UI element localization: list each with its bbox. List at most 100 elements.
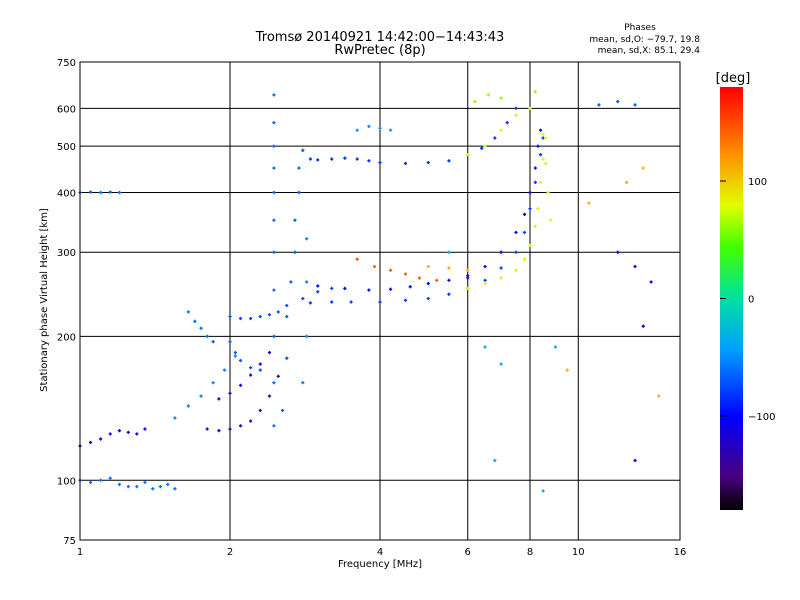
- data-point: [657, 394, 661, 398]
- data-point: [587, 201, 591, 205]
- data-point: [217, 429, 221, 433]
- colorbar-tick-label: 0: [748, 295, 754, 306]
- data-point: [228, 340, 232, 344]
- data-point: [267, 313, 272, 317]
- data-point: [258, 362, 262, 366]
- x-axis-label: Frequency [MHz]: [338, 559, 422, 570]
- data-point: [483, 278, 487, 282]
- data-point: [522, 212, 527, 216]
- data-point: [378, 126, 382, 130]
- data-point: [272, 144, 276, 148]
- data-point: [305, 280, 309, 284]
- data-point: [528, 207, 532, 211]
- data-point: [541, 489, 545, 493]
- colorbar-ticks: 100 0 −100: [720, 177, 775, 423]
- data-point: [88, 480, 93, 484]
- data-point: [447, 159, 451, 163]
- data-point: [301, 296, 305, 301]
- data-point: [649, 280, 653, 284]
- data-point: [499, 128, 503, 132]
- data-point: [249, 366, 253, 370]
- data-point: [301, 148, 305, 152]
- data-point: [426, 281, 430, 286]
- data-point: [403, 298, 408, 302]
- y-axis-label: Stationary phase Virtual Height [km]: [39, 208, 50, 392]
- data-point: [108, 190, 112, 194]
- data-point: [117, 429, 122, 433]
- data-point: [493, 136, 497, 140]
- data-point: [238, 383, 243, 387]
- data-point: [249, 373, 253, 377]
- y-tick-label: 750: [57, 58, 76, 69]
- data-point: [99, 437, 103, 441]
- data-point: [211, 381, 215, 385]
- x-tick-label: 1: [77, 547, 83, 558]
- data-point: [280, 408, 285, 413]
- data-point: [367, 159, 371, 163]
- phases-heading: Phases: [624, 23, 656, 33]
- y-tick-label: 500: [57, 142, 76, 153]
- data-point: [597, 103, 601, 107]
- data-point: [633, 103, 637, 107]
- data-point: [173, 487, 177, 491]
- data-point: [641, 324, 645, 328]
- data-point: [276, 374, 280, 378]
- data-point: [276, 310, 280, 314]
- data-point: [544, 136, 548, 140]
- data-point: [297, 166, 301, 170]
- data-point: [272, 381, 276, 385]
- data-point: [343, 286, 347, 291]
- data-point: [272, 190, 276, 195]
- data-point: [533, 224, 537, 228]
- data-point: [238, 316, 243, 321]
- data-point: [258, 315, 262, 319]
- data-point: [272, 288, 276, 292]
- data-point: [480, 146, 484, 150]
- data-point: [536, 144, 540, 148]
- x-tick-label: 2: [227, 547, 233, 558]
- data-point: [435, 278, 439, 282]
- data-point: [514, 113, 518, 117]
- data-point: [88, 190, 93, 194]
- y-axis-ticks: 75 100 200 300 400 500 600 750: [57, 58, 76, 547]
- data-point: [388, 287, 393, 291]
- data-point: [285, 356, 289, 360]
- x-tick-label: 10: [572, 547, 585, 558]
- data-point: [499, 266, 503, 270]
- data-point: [186, 310, 190, 314]
- colorbar-tick-label: −100: [748, 412, 775, 423]
- data-point: [483, 144, 487, 148]
- data-point: [417, 276, 422, 280]
- data-points: [78, 90, 661, 493]
- data-point: [486, 93, 490, 97]
- data-point: [483, 264, 487, 269]
- data-point: [493, 458, 497, 463]
- colorbar: [720, 87, 743, 510]
- phases-x-stats: mean, sd,X: 85.1, 29.4: [598, 46, 701, 56]
- data-point: [88, 440, 93, 445]
- data-point: [538, 180, 543, 184]
- data-point: [126, 485, 130, 489]
- chart-title: Tromsø 20140921 14:42:00−14:43:43: [255, 30, 505, 45]
- data-point: [126, 430, 130, 434]
- data-point: [633, 264, 637, 269]
- data-point: [343, 156, 347, 160]
- y-tick-label: 75: [63, 536, 76, 547]
- x-tick-label: 8: [527, 547, 533, 558]
- data-point: [238, 358, 243, 363]
- data-point: [267, 350, 272, 355]
- y-tick-label: 200: [57, 332, 76, 343]
- data-point: [528, 243, 532, 248]
- data-point: [285, 303, 289, 308]
- data-point: [505, 121, 509, 125]
- data-point: [538, 128, 543, 132]
- data-point: [293, 250, 297, 254]
- data-point: [466, 276, 470, 280]
- data-point: [367, 124, 371, 128]
- data-point: [272, 166, 276, 170]
- data-point: [528, 106, 532, 110]
- grid-lines: [80, 62, 680, 540]
- data-point: [538, 153, 543, 157]
- data-point: [238, 424, 243, 428]
- data-point: [285, 315, 289, 319]
